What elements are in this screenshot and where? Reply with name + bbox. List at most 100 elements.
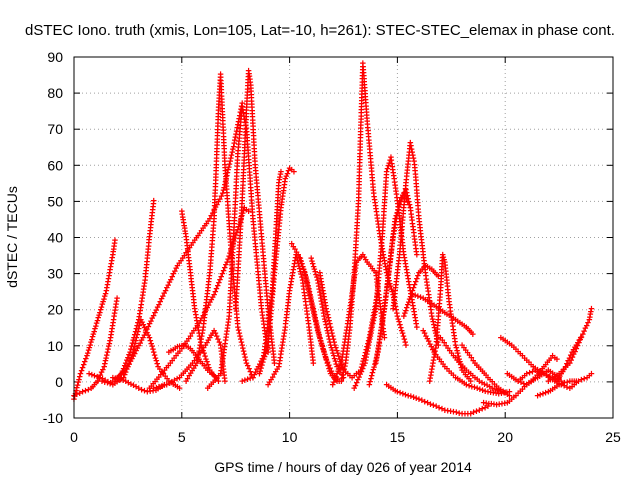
data-point: + — [213, 159, 219, 171]
data-point: + — [135, 327, 141, 339]
data-point: + — [233, 300, 239, 312]
data-point: + — [168, 274, 174, 286]
data-point: + — [154, 302, 160, 314]
data-point: + — [211, 201, 217, 213]
data-point: + — [233, 306, 239, 318]
y-tick-label: 50 — [47, 193, 63, 209]
data-point: + — [145, 241, 151, 253]
data-point: + — [192, 235, 198, 247]
data-point: + — [159, 381, 165, 393]
data-point: + — [192, 323, 198, 335]
y-tick-label: -10 — [43, 410, 63, 426]
data-point: + — [184, 364, 190, 376]
data-point: + — [221, 367, 227, 379]
data-point: + — [206, 271, 212, 283]
data-point: + — [163, 380, 169, 392]
data-point: + — [105, 376, 111, 388]
y-tick-label: 90 — [47, 49, 63, 65]
data-point: + — [291, 167, 297, 179]
data-point: + — [105, 341, 111, 353]
data-point: + — [228, 282, 234, 294]
data-point: + — [228, 276, 234, 288]
data-point: + — [213, 372, 219, 384]
data-point: + — [171, 353, 177, 365]
data-point: + — [165, 280, 171, 292]
data-point: + — [219, 94, 225, 106]
data-point: + — [200, 325, 206, 337]
data-point: + — [588, 369, 594, 381]
y-tick-label: 60 — [47, 157, 63, 173]
data-point: + — [221, 370, 227, 382]
data-point: + — [215, 121, 221, 133]
data-point: + — [130, 345, 136, 357]
data-point: + — [222, 179, 228, 191]
data-point: + — [211, 217, 217, 229]
data-point: + — [201, 361, 207, 373]
data-point: + — [212, 198, 218, 210]
data-point: + — [186, 371, 192, 383]
data-point: + — [117, 370, 123, 382]
data-point: + — [107, 378, 113, 390]
data-point: + — [135, 383, 141, 395]
data-point: + — [94, 376, 100, 388]
data-point: + — [146, 238, 152, 250]
data-point: + — [220, 131, 226, 143]
data-point: + — [245, 206, 251, 218]
data-point: + — [188, 360, 194, 372]
data-point: + — [147, 335, 153, 347]
data-point: + — [231, 278, 237, 290]
data-point: + — [145, 330, 151, 342]
data-point: + — [186, 362, 192, 374]
data-point: + — [72, 388, 78, 400]
data-point: + — [146, 319, 152, 331]
data-point: + — [127, 356, 133, 368]
data-point: + — [161, 365, 167, 377]
data-point: + — [123, 364, 129, 376]
data-point: + — [98, 302, 104, 314]
data-point: + — [227, 248, 233, 260]
data-point: + — [158, 366, 164, 378]
data-point: + — [127, 356, 133, 368]
data-point: + — [114, 377, 120, 389]
data-point: + — [110, 250, 116, 262]
data-point: + — [80, 360, 86, 372]
data-point: + — [222, 338, 228, 350]
data-point: + — [187, 265, 193, 277]
data-point: + — [100, 364, 106, 376]
x-axis-label: GPS time / hours of day 026 of year 2014 — [214, 459, 472, 475]
data-point: + — [237, 216, 243, 228]
data-point: + — [114, 372, 120, 384]
data-point: + — [82, 357, 88, 369]
data-point: + — [118, 374, 124, 386]
data-point: + — [216, 96, 222, 108]
data-point: + — [239, 98, 245, 110]
data-point: + — [211, 207, 217, 219]
data-point: + — [219, 269, 225, 281]
data-point: + — [142, 272, 148, 284]
data-point: + — [221, 150, 227, 162]
data-point: + — [243, 204, 249, 216]
data-point: + — [174, 382, 180, 394]
data-point: + — [203, 295, 209, 307]
data-point: + — [202, 221, 208, 233]
x-tick-label: 15 — [390, 429, 406, 445]
data-point: + — [236, 219, 242, 231]
data-point: + — [187, 343, 193, 355]
data-point: + — [115, 374, 121, 386]
data-point: + — [120, 363, 126, 375]
data-point: + — [100, 296, 106, 308]
data-point: + — [221, 147, 227, 159]
data-point: + — [207, 333, 213, 345]
data-point: + — [222, 162, 228, 174]
data-point: + — [104, 283, 110, 295]
data-point: + — [207, 261, 213, 273]
y-tick-label: 20 — [47, 302, 63, 318]
data-point: + — [176, 372, 182, 384]
data-point: + — [192, 360, 198, 372]
data-point: + — [148, 338, 154, 350]
data-point: + — [235, 224, 241, 236]
data-point: + — [227, 289, 233, 301]
data-point: + — [131, 332, 137, 344]
data-point: + — [74, 383, 80, 395]
data-point: + — [209, 242, 215, 254]
